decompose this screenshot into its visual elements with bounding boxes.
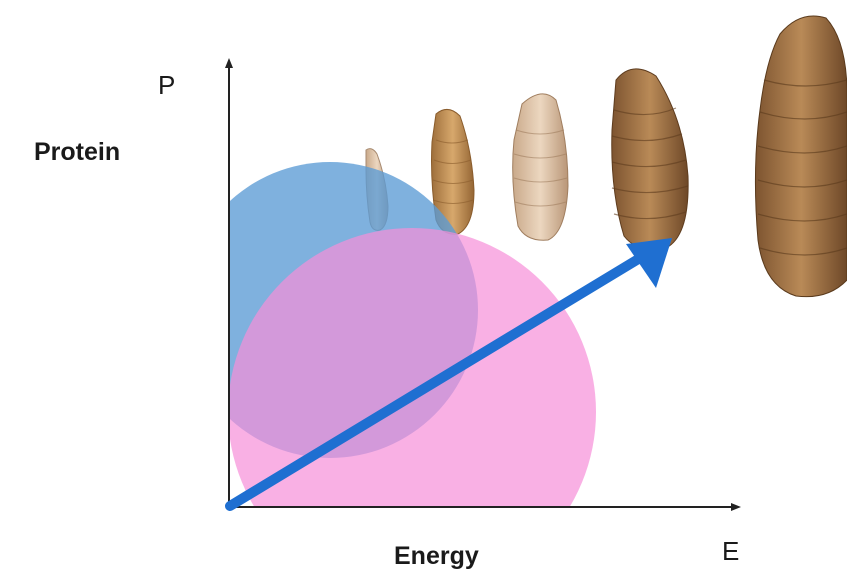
x-axis-arrowhead [731, 503, 741, 511]
x-axis-letter: E [722, 536, 740, 566]
larvae-growth-sequence [365, 15, 847, 298]
growth-arrow [225, 238, 672, 511]
axes [225, 58, 741, 511]
larva-icon [611, 68, 689, 250]
growth-arrowhead [626, 238, 672, 288]
y-axis-arrowhead [225, 58, 233, 68]
x-axis-label: Energy [394, 542, 479, 570]
larva-icon [754, 15, 847, 298]
y-axis-label: Protein [34, 138, 121, 166]
larva-icon [431, 109, 475, 235]
larva-icon [512, 93, 569, 241]
y-axis-letter: P [158, 70, 176, 100]
pink-region [229, 228, 596, 507]
nutrient-regions [229, 162, 596, 507]
